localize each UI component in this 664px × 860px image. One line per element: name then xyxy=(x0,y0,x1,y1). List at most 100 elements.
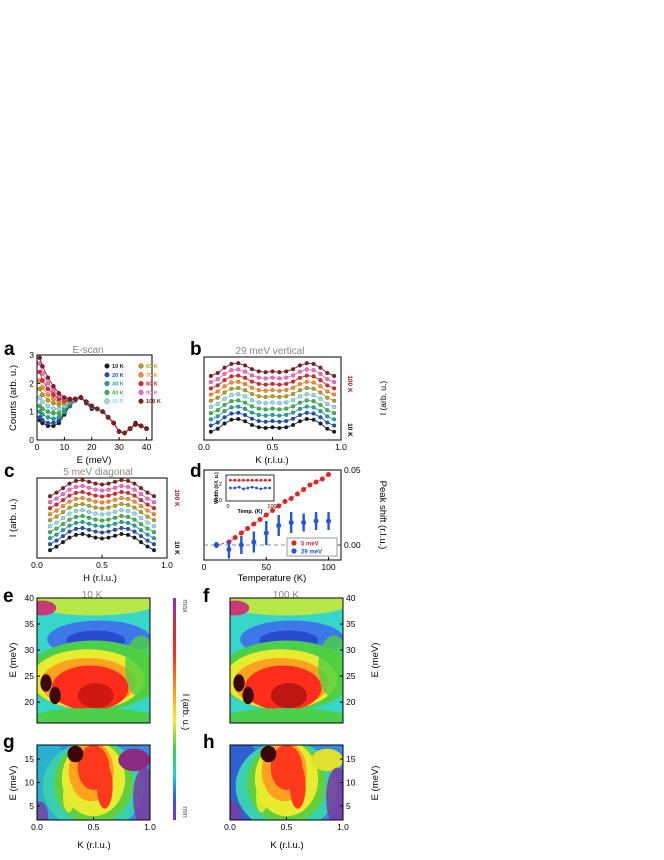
data-point xyxy=(86,485,92,490)
panel-a-xlabel: E (meV) xyxy=(77,455,112,466)
data-point-5mev xyxy=(245,526,251,531)
data-point xyxy=(304,385,309,391)
data-point xyxy=(284,369,289,374)
legend-box xyxy=(286,537,338,557)
data-point-29mev xyxy=(301,520,307,525)
data-point xyxy=(284,400,289,405)
data-point xyxy=(243,400,248,405)
data-point xyxy=(40,392,45,397)
data-point xyxy=(54,502,59,507)
data-point xyxy=(132,481,137,486)
data-point xyxy=(318,421,323,426)
data-point xyxy=(243,419,248,424)
data-point xyxy=(93,505,98,510)
data-point xyxy=(229,361,234,366)
data-point xyxy=(263,419,268,424)
data-point xyxy=(284,406,289,411)
data-point xyxy=(236,379,241,384)
panel-f-ytick: 35 xyxy=(346,619,356,629)
legend-label: 50 K xyxy=(112,399,124,405)
data-point xyxy=(325,389,330,394)
data-point xyxy=(51,400,56,406)
data-point xyxy=(243,382,248,387)
panel-b-xtick: 0.5 xyxy=(267,442,279,452)
data-point xyxy=(73,396,78,402)
data-point xyxy=(54,514,59,519)
data-point xyxy=(249,410,254,415)
intensity-region xyxy=(230,708,343,723)
legend-marker-29mev xyxy=(291,548,297,554)
colorbar-max: max xyxy=(181,599,188,613)
inset-ytick-0.0: 0.0 xyxy=(214,498,222,504)
data-point xyxy=(119,531,124,537)
data-point xyxy=(270,369,275,374)
inset-point xyxy=(246,478,250,482)
data-point xyxy=(145,496,150,501)
colorbar: max min I (arb. u.) xyxy=(173,598,191,820)
data-point xyxy=(297,406,302,411)
data-point xyxy=(318,402,323,407)
data-point xyxy=(318,378,323,383)
data-point xyxy=(151,524,157,529)
panel-h-xtick: 1.0 xyxy=(337,822,349,832)
panel-e: e 10 K 20 25 30 35 40 E (meV) xyxy=(3,586,151,724)
data-point-5mev xyxy=(294,491,300,497)
data-point xyxy=(145,544,150,549)
data-point xyxy=(116,429,122,434)
data-point xyxy=(99,530,105,535)
data-point xyxy=(54,526,59,531)
data-point xyxy=(60,492,66,497)
panel-b-xtick: 0.0 xyxy=(198,442,210,452)
panel-a-xtick: 0 xyxy=(35,442,40,452)
data-point xyxy=(249,391,254,397)
data-point xyxy=(127,426,133,431)
inset-point xyxy=(263,486,267,490)
panel-d-xtick: 50 xyxy=(262,562,272,572)
panel-a-ytick: 3 xyxy=(29,350,34,360)
data-point xyxy=(37,395,42,400)
panel-e-ytick: 35 xyxy=(25,619,35,629)
data-point xyxy=(138,522,144,527)
data-point xyxy=(291,385,296,390)
panel-f-axes xyxy=(229,597,344,724)
data-point xyxy=(270,388,275,393)
data-point xyxy=(138,486,144,491)
data-point xyxy=(332,429,337,434)
data-point xyxy=(106,535,111,540)
data-point xyxy=(229,411,234,416)
data-point xyxy=(229,417,234,422)
data-point xyxy=(54,532,59,537)
inset-xtick-100: 100 xyxy=(267,504,276,510)
data-point xyxy=(60,522,66,527)
data-point xyxy=(256,406,261,411)
panel-letter-b: b xyxy=(190,339,202,360)
data-point xyxy=(284,381,289,386)
data-point xyxy=(263,388,268,393)
panel-c-xtick: 0.0 xyxy=(31,560,43,570)
series-line xyxy=(49,527,155,545)
legend-label-5mev: 5 meV xyxy=(301,542,319,548)
data-point xyxy=(304,361,309,366)
intensity-region xyxy=(37,600,57,616)
data-point xyxy=(125,508,131,513)
data-point-5mev xyxy=(251,521,257,527)
data-point xyxy=(122,430,127,436)
panel-h-xtick: 0.0 xyxy=(224,822,236,832)
panel-c-xtick: 0.5 xyxy=(96,560,108,570)
data-point xyxy=(325,426,330,431)
data-point xyxy=(208,417,213,422)
colorbar-min: min xyxy=(181,806,188,817)
data-point xyxy=(112,491,118,496)
colorbar-label: I (arb. u.) xyxy=(181,694,191,731)
data-point xyxy=(325,370,330,375)
data-point xyxy=(325,414,330,419)
data-point xyxy=(93,523,98,528)
data-point xyxy=(304,379,309,384)
data-point xyxy=(78,395,84,400)
data-point xyxy=(318,365,323,370)
data-point xyxy=(60,510,66,515)
data-point xyxy=(263,407,268,412)
data-point xyxy=(325,377,330,382)
data-point xyxy=(138,516,144,521)
data-point xyxy=(119,489,124,495)
